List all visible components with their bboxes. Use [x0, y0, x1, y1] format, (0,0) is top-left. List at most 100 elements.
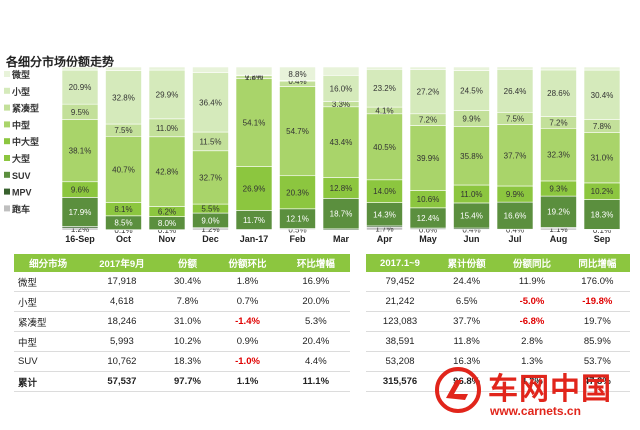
- bar-segment: [583, 66, 621, 71]
- column-header: 同比增幅: [564, 254, 630, 272]
- data-label: 54.7%: [286, 127, 309, 136]
- table-cell: 4.4%: [281, 351, 350, 372]
- table-cell: -19.8%: [564, 291, 630, 312]
- data-label: 1.8%: [245, 73, 263, 82]
- table-cell: 37.7%: [433, 311, 500, 332]
- bar-segment: [61, 197, 99, 227]
- data-label: 12.4%: [417, 214, 440, 223]
- x-tick-label: 16-Sep: [65, 234, 95, 244]
- x-tick-label: Apr: [377, 234, 393, 244]
- data-label: 3.3%: [332, 100, 350, 109]
- data-label: 12.1%: [286, 215, 309, 224]
- data-label: 0.5%: [288, 226, 306, 235]
- data-label: 14.3%: [373, 210, 396, 219]
- data-label: 38.1%: [69, 147, 92, 156]
- table-cell: 38,591: [366, 331, 434, 352]
- bar-segment: [235, 166, 273, 211]
- data-label: 0.1%: [114, 226, 132, 235]
- table-cell: 79,452: [366, 272, 434, 292]
- x-tick-label: Sep: [594, 234, 611, 244]
- table-cell: 16.9%: [281, 272, 350, 292]
- data-label: 0.1%: [158, 226, 176, 235]
- data-label: 31.0%: [591, 154, 614, 163]
- legend-swatch: [4, 155, 10, 161]
- column-header: 2017.1~9: [366, 254, 434, 272]
- bar-segment: [366, 68, 403, 108]
- data-label: 0.4%: [288, 77, 306, 86]
- data-label: 9.9%: [462, 115, 480, 124]
- legend-label: SUV: [12, 171, 31, 181]
- table-cell: 17,918: [82, 272, 162, 292]
- x-tick-label: Jul: [508, 234, 521, 244]
- data-label: 1.2%: [71, 225, 89, 234]
- table-row: 微型 17,918 30.4% 1.8% 16.9%: [14, 272, 350, 292]
- legend-swatch: [4, 121, 10, 128]
- legend-swatch: [4, 188, 10, 195]
- legend-label: 跑车: [12, 203, 30, 214]
- segment-ytd-table: 2017.1~9 累计份额 份额同比 同比增幅 79,452 24.4% 11.9% 176…: [366, 254, 630, 392]
- table-cell: 10.2%: [161, 331, 214, 352]
- data-label: 43.4%: [330, 138, 353, 147]
- x-tick-label: Dec: [202, 234, 219, 244]
- data-label: 9.3%: [549, 185, 567, 194]
- data-label: 26.4%: [504, 87, 527, 96]
- x-tick-label: Feb: [289, 234, 306, 244]
- table-cell: 97.7%: [161, 371, 214, 392]
- data-label: 9.0%: [201, 216, 219, 225]
- table-row: 79,452 24.4% 11.9% 176.0%: [366, 272, 630, 292]
- legend-label: 紧凑型: [12, 103, 39, 114]
- data-label: 11.0%: [156, 124, 178, 133]
- bar-segment: [322, 75, 360, 102]
- column-header: 2017年9月: [82, 254, 162, 272]
- brand-name: 车网中国: [488, 372, 612, 407]
- table-cell: 小型: [14, 291, 83, 312]
- bar-segment: [453, 202, 490, 229]
- data-label: 26.9%: [243, 185, 266, 194]
- table-cell: -6.8%: [499, 311, 565, 332]
- table-cell: 微型: [14, 272, 83, 292]
- bar-segment: [322, 66, 360, 76]
- data-label: 7.5%: [506, 114, 524, 123]
- table-cell: SUV: [14, 351, 83, 372]
- bar-segment: [496, 66, 534, 70]
- data-label: 14.0%: [373, 187, 396, 196]
- column-header: 份额环比: [213, 254, 282, 272]
- carnets-logo-icon: [435, 367, 481, 413]
- bar-segment: [453, 70, 490, 111]
- x-tick-label: Jan-17: [240, 234, 269, 244]
- bar-segment: [583, 132, 621, 184]
- data-label: 0.4%: [506, 226, 524, 235]
- table-cell: 1.8%: [213, 272, 282, 292]
- data-label: 27.2%: [417, 88, 440, 97]
- data-label: 4.1%: [375, 106, 393, 115]
- bar-segment: [322, 198, 360, 230]
- data-label: 20.3%: [286, 188, 309, 197]
- table-cell: -1.4%: [213, 311, 282, 332]
- column-header: 份额: [161, 254, 214, 272]
- table-cell: 1.3%: [499, 351, 565, 372]
- data-label: 40.5%: [373, 143, 396, 152]
- data-label: 18.3%: [591, 210, 614, 219]
- bar-segment: [540, 69, 577, 117]
- table-cell: 0.7%: [213, 291, 282, 312]
- bar-segment: [366, 66, 403, 70]
- table-cell: 10,762: [82, 351, 162, 372]
- data-label: 10.2%: [591, 187, 614, 196]
- data-label: 7.8%: [593, 122, 611, 131]
- bar-segment: [540, 66, 577, 71]
- bar-segment: [279, 86, 316, 177]
- table-cell: 1.1%: [213, 371, 282, 392]
- table-cell: 5,993: [82, 331, 162, 352]
- column-header: 细分市场: [14, 254, 83, 272]
- x-tick-label: Mar: [333, 234, 350, 244]
- bar-segment: [540, 127, 577, 182]
- data-label: 11.0%: [460, 190, 482, 199]
- data-label: 20.9%: [69, 83, 92, 92]
- brand-watermark: 车网中国 www.carnets.cn: [430, 360, 630, 425]
- x-tick-label: Jun: [463, 234, 479, 244]
- table-cell: 96.8%: [433, 371, 500, 392]
- legend-swatch: [4, 71, 10, 77]
- table-cell: 53,208: [366, 351, 434, 372]
- bar-segment: [192, 72, 229, 133]
